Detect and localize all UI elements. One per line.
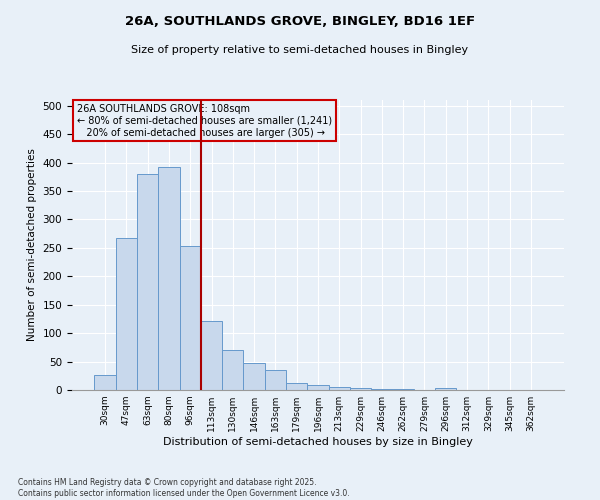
Bar	[158, 166, 179, 390]
Bar	[201, 320, 222, 390]
Bar	[392, 389, 414, 390]
Text: Contains HM Land Registry data © Crown copyright and database right 2025.
Contai: Contains HM Land Registry data © Crown c…	[18, 478, 350, 498]
Bar	[307, 386, 329, 390]
Text: Size of property relative to semi-detached houses in Bingley: Size of property relative to semi-detach…	[131, 45, 469, 55]
Bar	[329, 387, 350, 390]
Bar	[286, 382, 307, 390]
X-axis label: Distribution of semi-detached houses by size in Bingley: Distribution of semi-detached houses by …	[163, 437, 473, 447]
Text: 26A SOUTHLANDS GROVE: 108sqm
← 80% of semi-detached houses are smaller (1,241)
 : 26A SOUTHLANDS GROVE: 108sqm ← 80% of se…	[77, 104, 332, 138]
Bar	[116, 238, 137, 390]
Bar	[350, 388, 371, 390]
Bar	[435, 388, 457, 390]
Y-axis label: Number of semi-detached properties: Number of semi-detached properties	[27, 148, 37, 342]
Bar	[137, 174, 158, 390]
Bar	[222, 350, 244, 390]
Bar	[179, 246, 201, 390]
Bar	[244, 362, 265, 390]
Bar	[94, 374, 116, 390]
Bar	[371, 389, 392, 390]
Bar	[265, 370, 286, 390]
Text: 26A, SOUTHLANDS GROVE, BINGLEY, BD16 1EF: 26A, SOUTHLANDS GROVE, BINGLEY, BD16 1EF	[125, 15, 475, 28]
